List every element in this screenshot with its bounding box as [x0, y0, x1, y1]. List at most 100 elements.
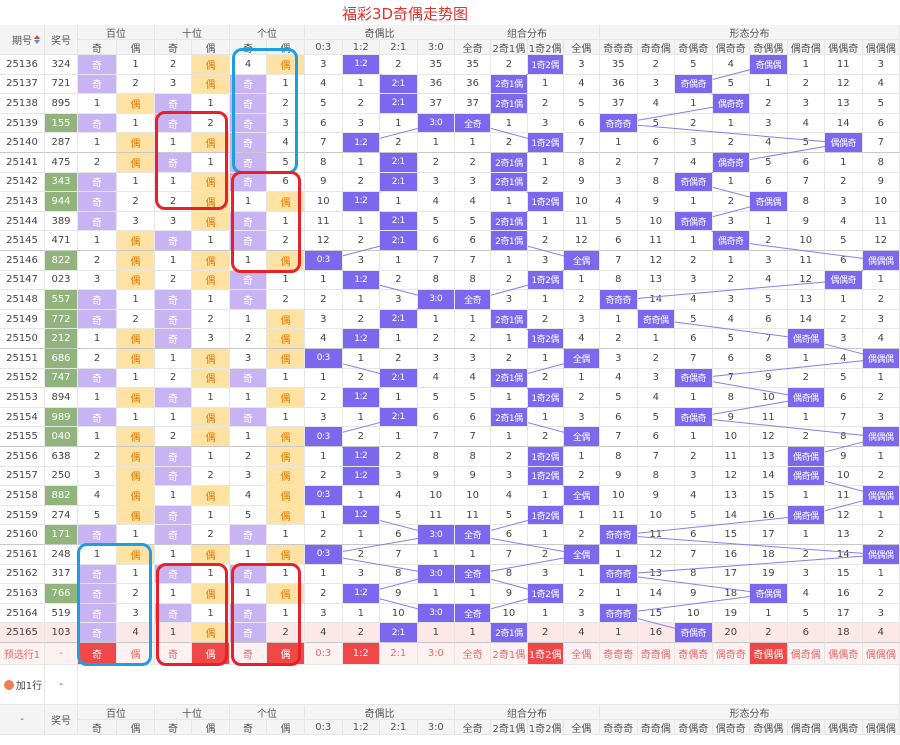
sub-header: 偶偶偶	[862, 40, 900, 55]
omission-cell: 2	[491, 447, 528, 467]
sub-header: 奇偶奇	[675, 720, 713, 735]
preselect-cell[interactable]: 奇偶奇	[675, 643, 713, 665]
preselect-cell[interactable]: 偶偶奇	[825, 643, 863, 665]
omission-cell: 5	[78, 505, 117, 526]
omission-cell: 10	[417, 486, 455, 506]
omission-cell: 6	[417, 407, 455, 428]
preselect-cell[interactable]: 偶奇偶	[787, 643, 825, 665]
hit-cell: 1奇2偶	[527, 270, 564, 291]
hit-cell: 全偶	[563, 486, 600, 506]
preselect-cell[interactable]: 2奇1偶	[491, 643, 528, 665]
omission-cell: 1	[117, 368, 155, 389]
add-icon[interactable]	[4, 680, 14, 690]
preselect-cell[interactable]: 奇	[155, 643, 192, 665]
preselect-cell[interactable]: 全奇	[455, 643, 492, 665]
preselect-cell[interactable]: 全偶	[563, 643, 600, 665]
omission-cell: 2	[342, 172, 380, 193]
omission-cell: 3	[455, 349, 492, 369]
hit-cell: 偶	[117, 133, 155, 153]
omission-cell: 4	[600, 192, 638, 212]
sub-header: 2:1	[380, 40, 418, 55]
hit-cell: 全偶	[563, 427, 600, 447]
omission-cell: 4	[417, 368, 455, 389]
omission-cell: 11	[455, 505, 492, 526]
preselect-cell[interactable]: 偶奇奇	[712, 643, 750, 665]
omission-cell: 3	[267, 113, 305, 134]
hit-cell: 奇偶偶	[750, 192, 788, 212]
omission-cell: 1	[787, 486, 825, 506]
omission-cell: 1	[455, 545, 492, 565]
preselect-cell[interactable]: 奇奇偶	[637, 643, 675, 665]
hit-cell: 奇	[230, 133, 267, 153]
period-cell: 25158	[0, 486, 45, 506]
omission-cell: 3	[491, 466, 528, 487]
omission-cell: 14	[712, 505, 750, 526]
hit-cell: 奇	[230, 113, 267, 134]
omission-cell: 2	[600, 329, 638, 349]
omission-cell: 2	[380, 349, 418, 369]
omission-cell: 1	[267, 211, 305, 232]
hit-cell: 奇	[230, 211, 267, 232]
sub-header: 全奇	[455, 40, 492, 55]
hit-cell: 奇奇奇	[600, 290, 638, 310]
preselect-cell[interactable]: 2:1	[380, 643, 418, 665]
omission-cell: 1	[675, 94, 713, 114]
omission-cell: 3	[675, 466, 713, 487]
preselect-cell[interactable]: 偶偶偶	[862, 643, 900, 665]
omission-cell: 2	[637, 55, 675, 75]
omission-cell: 8	[675, 564, 713, 585]
period-cell: 25142	[0, 172, 45, 193]
preselect-cell[interactable]: 0:3	[305, 643, 343, 665]
omission-cell: 1	[342, 349, 380, 369]
number-cell: 686	[45, 349, 78, 369]
omission-cell: 8	[825, 427, 863, 447]
omission-cell: 12	[712, 466, 750, 487]
omission-cell: 1	[305, 505, 343, 526]
omission-cell: 1	[563, 564, 600, 585]
preselect-cell[interactable]: 奇奇奇	[600, 643, 638, 665]
omission-cell: 2	[78, 349, 117, 369]
preselect-cell[interactable]: 1:2	[342, 643, 380, 665]
sort-down-icon[interactable]	[34, 40, 40, 44]
preselect-cell[interactable]: 奇	[230, 643, 267, 665]
preselect-cell[interactable]: 偶	[267, 643, 305, 665]
omission-cell: 3	[380, 290, 418, 310]
omission-cell: 4	[787, 584, 825, 604]
hit-cell: 偶偶奇	[825, 133, 863, 153]
hit-cell: 全奇	[455, 564, 492, 585]
omission-cell: 12	[825, 505, 863, 526]
omission-cell: 5	[417, 211, 455, 232]
omission-cell: 8	[455, 447, 492, 467]
preselect-cell[interactable]: 3:0	[417, 643, 455, 665]
omission-cell: 8	[491, 564, 528, 585]
sort-up-icon[interactable]	[34, 35, 40, 39]
hit-cell: 奇	[230, 564, 267, 585]
preselect-cell[interactable]: 奇	[78, 643, 117, 665]
hit-cell: 奇偶偶	[750, 55, 788, 75]
omission-cell: 1	[527, 74, 564, 95]
omission-cell: 2	[117, 584, 155, 604]
omission-cell: 6	[750, 309, 788, 330]
hit-cell: 1奇2偶	[527, 133, 564, 153]
omission-cell: 10	[600, 486, 638, 506]
omission-cell: 1	[267, 603, 305, 624]
number-header: 奖号	[45, 25, 78, 55]
omission-cell: 4	[267, 133, 305, 153]
preselect-cell[interactable]: 偶	[117, 643, 155, 665]
period-cell: 25141	[0, 153, 45, 173]
omission-cell: 2	[155, 192, 192, 212]
omission-cell: 3	[563, 407, 600, 428]
omission-cell: 2	[527, 545, 564, 565]
hit-cell: 2奇1偶	[491, 231, 528, 251]
omission-cell: 1	[527, 153, 564, 173]
preselect-cell[interactable]: 奇偶偶	[750, 643, 788, 665]
preselect-cell[interactable]: 偶	[192, 643, 230, 665]
preselect-cell[interactable]: 1奇2偶	[527, 643, 564, 665]
omission-cell: 10	[563, 192, 600, 212]
omission-cell: 18	[825, 623, 863, 643]
omission-cell: 1	[117, 172, 155, 193]
period-cell: 25147	[0, 270, 45, 291]
omission-cell: 2	[267, 290, 305, 310]
number-cell: 519	[45, 603, 78, 624]
omission-cell: 2	[267, 623, 305, 643]
